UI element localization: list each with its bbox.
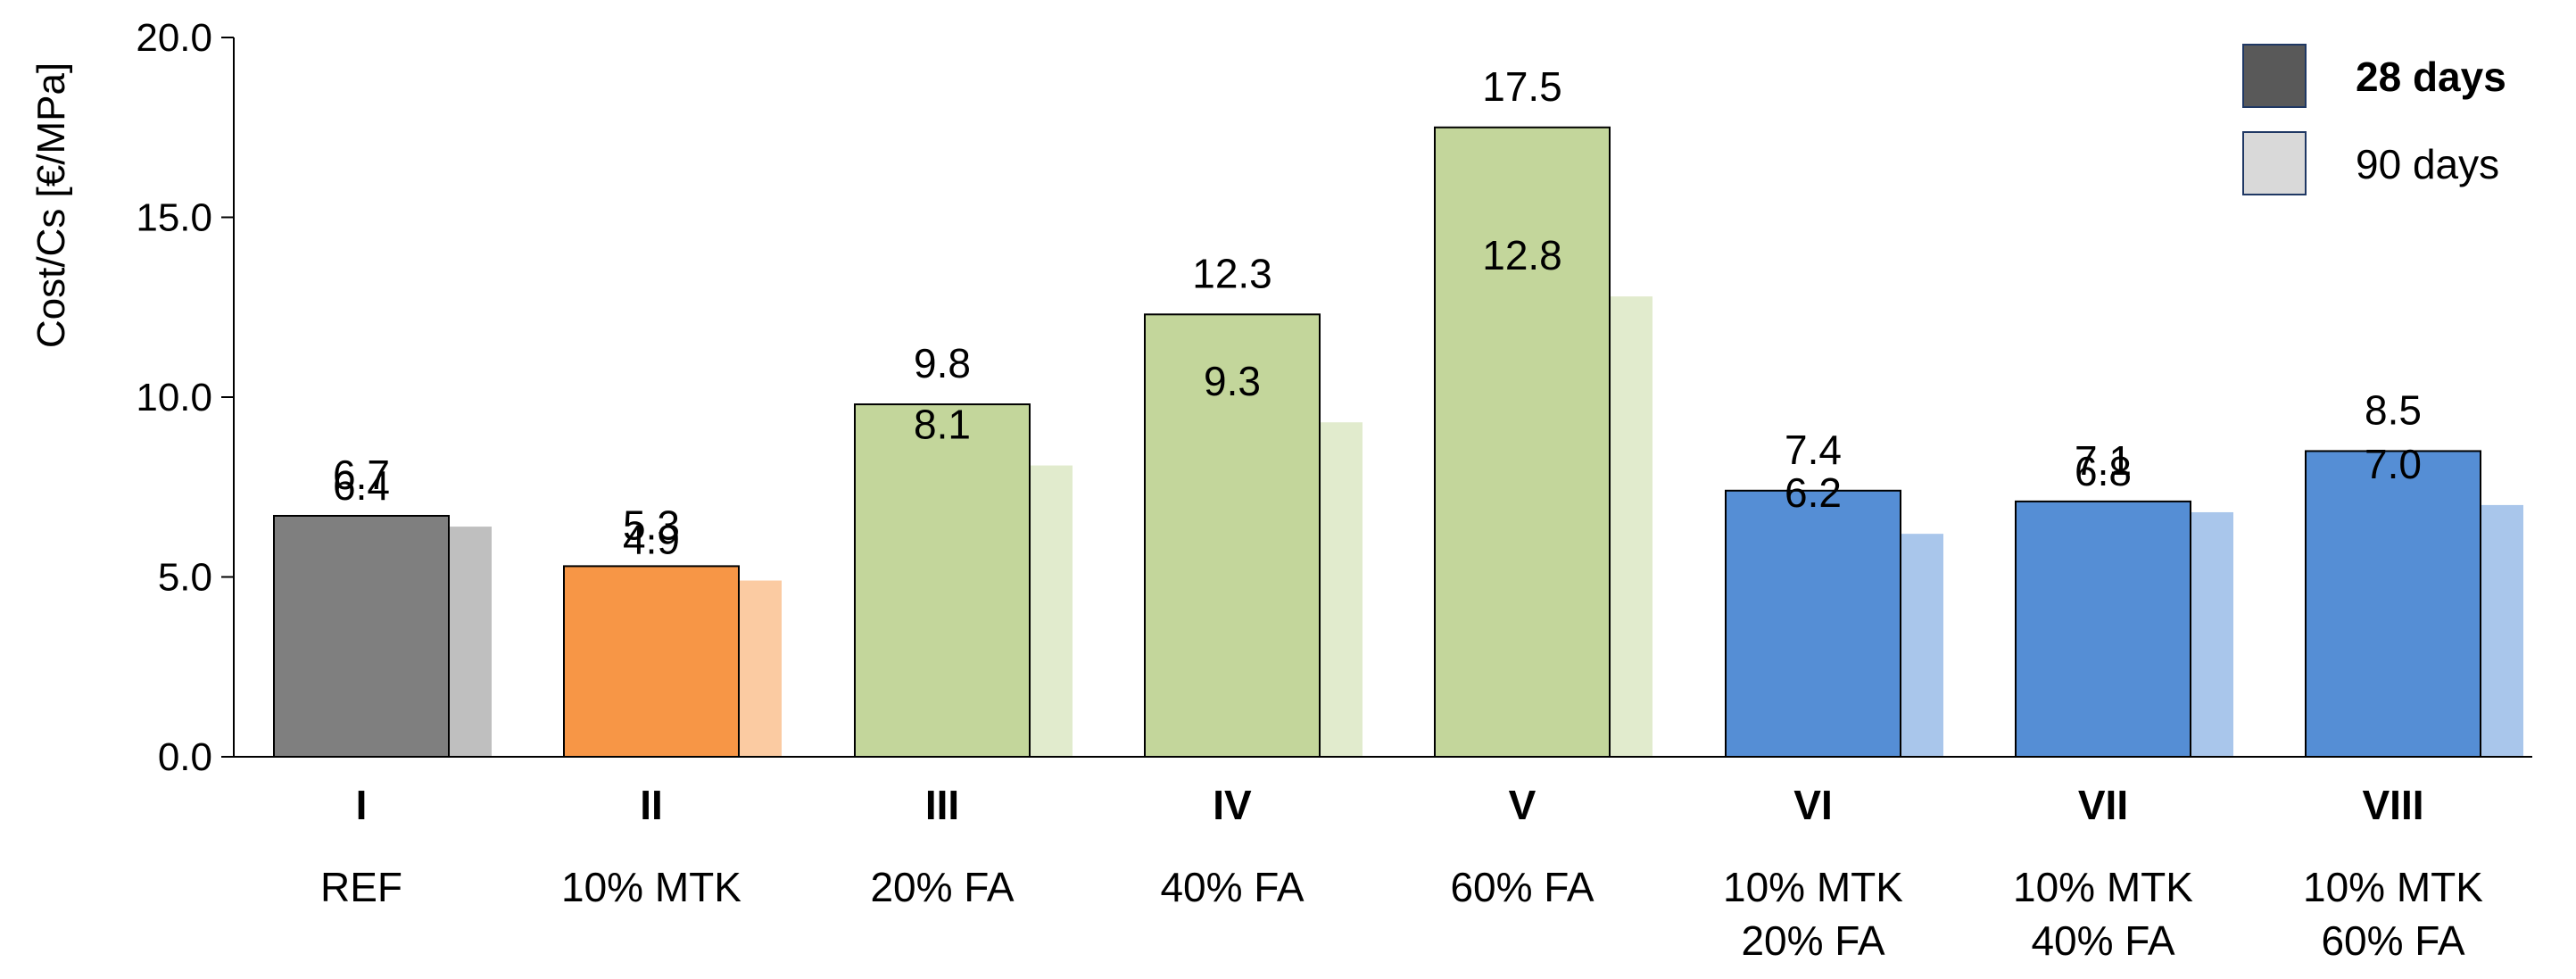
value-label-28-days: 6.7 bbox=[333, 452, 390, 498]
category-sublabel: REF bbox=[320, 864, 402, 910]
y-axis-ticks: 0.0 5.0 10.0 15.0 20.0 bbox=[136, 16, 234, 779]
category-label: II bbox=[640, 782, 663, 828]
bar-90-days bbox=[1030, 465, 1073, 757]
bar-28-days bbox=[1725, 489, 1901, 759]
legend: 28 days 90 days bbox=[2242, 44, 2506, 195]
value-label-90-days: 4.9 bbox=[623, 517, 680, 563]
value-label-90-days: 6.8 bbox=[2075, 448, 2132, 494]
y-tick-label: 10.0 bbox=[136, 376, 212, 419]
category-label: IV bbox=[1213, 782, 1252, 828]
category-label: V bbox=[1509, 782, 1536, 828]
category-sublabel: 40% FA bbox=[1160, 864, 1304, 910]
value-label-28-days: 12.3 bbox=[1192, 250, 1272, 296]
y-tick-label: 20.0 bbox=[136, 16, 212, 60]
category-sublabel: 10% MTK bbox=[1723, 864, 1903, 910]
bar-28-days bbox=[563, 565, 740, 758]
bar-28-days bbox=[1144, 313, 1321, 758]
value-label-90-days: 6.2 bbox=[1785, 469, 1842, 516]
value-label-28-days: 7.4 bbox=[1785, 427, 1842, 473]
bar-90-days bbox=[1901, 534, 1943, 757]
value-label-90-days: 12.8 bbox=[1482, 232, 1562, 278]
bar-90-days bbox=[2481, 504, 2523, 757]
bar-28-days bbox=[2305, 450, 2481, 758]
bar-28-days bbox=[1434, 126, 1611, 758]
value-label-90-days: 8.1 bbox=[914, 402, 971, 448]
category-label: III bbox=[925, 782, 959, 828]
category-sublabel: 20% FA bbox=[870, 864, 1014, 910]
category-label: VII bbox=[2078, 782, 2128, 828]
bar-90-days bbox=[1610, 296, 1652, 757]
category-label: VIII bbox=[2362, 782, 2423, 828]
bar-90-days bbox=[2191, 511, 2233, 757]
value-label-28-days: 9.8 bbox=[914, 340, 971, 386]
value-label-90-days: 7.0 bbox=[2365, 441, 2422, 487]
legend-label-28-days: 28 days bbox=[2356, 54, 2506, 100]
category-label: I bbox=[356, 782, 368, 828]
bar-28-days bbox=[2015, 500, 2191, 758]
bar-90-days bbox=[739, 580, 782, 757]
y-axis-title: Cost/Cs [€/MPa] bbox=[29, 62, 73, 348]
bar-group bbox=[273, 126, 2523, 759]
value-label-90-days: 6.4 bbox=[333, 462, 390, 509]
axes bbox=[233, 37, 2532, 758]
bar-90-days bbox=[1320, 422, 1363, 757]
bar-90-days bbox=[449, 527, 492, 757]
value-label-28-days: 8.5 bbox=[2365, 386, 2422, 433]
y-tick-label: 15.0 bbox=[136, 196, 212, 240]
bar-28-days bbox=[273, 514, 450, 758]
value-label-28-days: 7.1 bbox=[2075, 437, 2132, 484]
category-label: VI bbox=[1793, 782, 1832, 828]
x-axis-categories: I REF II 10% MTK III 20% FA IV 40% FA V 60% FA VI 1… bbox=[320, 782, 2483, 964]
category-sublabel: 40% FA bbox=[2031, 917, 2174, 964]
legend-swatch-90-days bbox=[2242, 131, 2307, 195]
value-label-90-days: 9.3 bbox=[1204, 358, 1261, 404]
value-labels: 6.76.4 5.34.9 9.8 8.1 12.3 9.3 17.5 12.8 7.46.2 7… bbox=[333, 63, 2422, 563]
category-sublabel: 10% MTK bbox=[2303, 864, 2483, 910]
legend-label-90-days: 90 days bbox=[2356, 141, 2499, 187]
category-sublabel: 10% MTK bbox=[561, 864, 741, 910]
value-label-28-days: 17.5 bbox=[1482, 63, 1562, 110]
category-sublabel: 10% MTK bbox=[2013, 864, 2193, 910]
category-sublabel: 20% FA bbox=[1741, 917, 1884, 964]
bar-28-days bbox=[854, 403, 1031, 758]
value-label-28-days: 5.3 bbox=[623, 502, 680, 548]
y-tick-label: 0.0 bbox=[158, 735, 212, 779]
legend-swatch-28-days bbox=[2242, 44, 2307, 108]
category-sublabel: 60% FA bbox=[1450, 864, 1594, 910]
category-sublabel: 60% FA bbox=[2321, 917, 2464, 964]
y-tick-label: 5.0 bbox=[158, 556, 212, 600]
